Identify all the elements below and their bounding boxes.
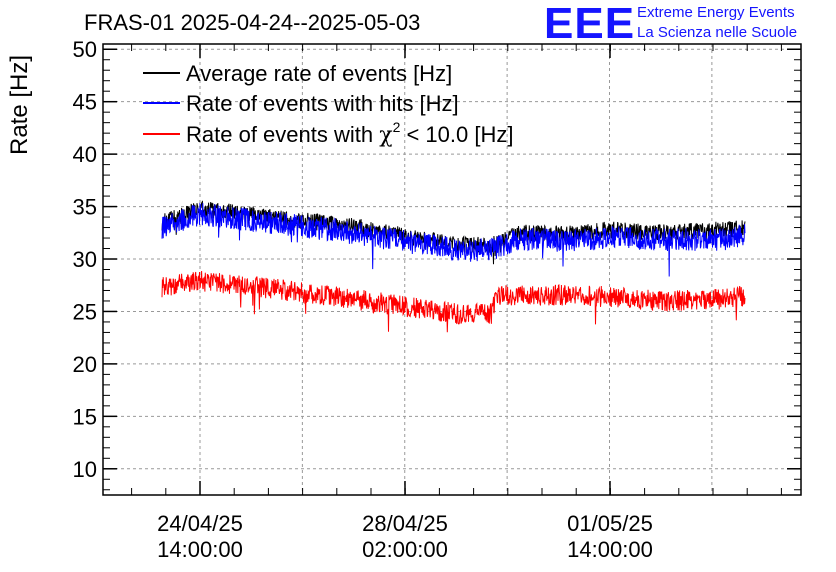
legend-label-2: Rate of events with hits [Hz] [186, 91, 459, 116]
y-tick-label: 50 [73, 37, 97, 62]
legend-label-1: Average rate of events [Hz] [186, 61, 452, 86]
chart-title: FRAS-01 2025-04-24--2025-05-03 [84, 10, 421, 35]
x-tick-time-label: 02:00:00 [362, 537, 448, 562]
logo-line-2: La Scienza nelle Scuole [637, 24, 798, 41]
series-group [161, 200, 746, 333]
eee-logo: EEE [544, 0, 636, 48]
series-line-2 [161, 202, 746, 277]
legend: Average rate of events [Hz] Rate of event… [143, 61, 513, 148]
y-tick-label: 20 [73, 352, 97, 377]
x-tick-date-label: 01/05/25 [567, 511, 653, 536]
y-tick-label: 40 [73, 142, 97, 167]
axis-ticks: 10152025303540455024/04/2514:00:0028/04/… [73, 37, 801, 562]
x-tick-time-label: 14:00:00 [567, 537, 653, 562]
x-tick-date-label: 24/04/25 [157, 511, 243, 536]
legend-label-3: Rate of events with χ2 < 10.0 [Hz] [186, 119, 513, 148]
x-tick-date-label: 28/04/25 [362, 511, 448, 536]
series-line-1 [161, 200, 746, 265]
y-tick-label: 15 [73, 404, 97, 429]
y-axis-label: Rate [Hz] [6, 55, 33, 155]
y-tick-label: 35 [73, 195, 97, 220]
y-tick-label: 10 [73, 457, 97, 482]
logo-line-1: Extreme Energy Events [637, 4, 795, 21]
series-line-3 [161, 270, 746, 333]
x-tick-time-label: 14:00:00 [157, 537, 243, 562]
y-tick-label: 45 [73, 90, 97, 115]
y-tick-label: 25 [73, 299, 97, 324]
y-tick-label: 30 [73, 247, 97, 272]
